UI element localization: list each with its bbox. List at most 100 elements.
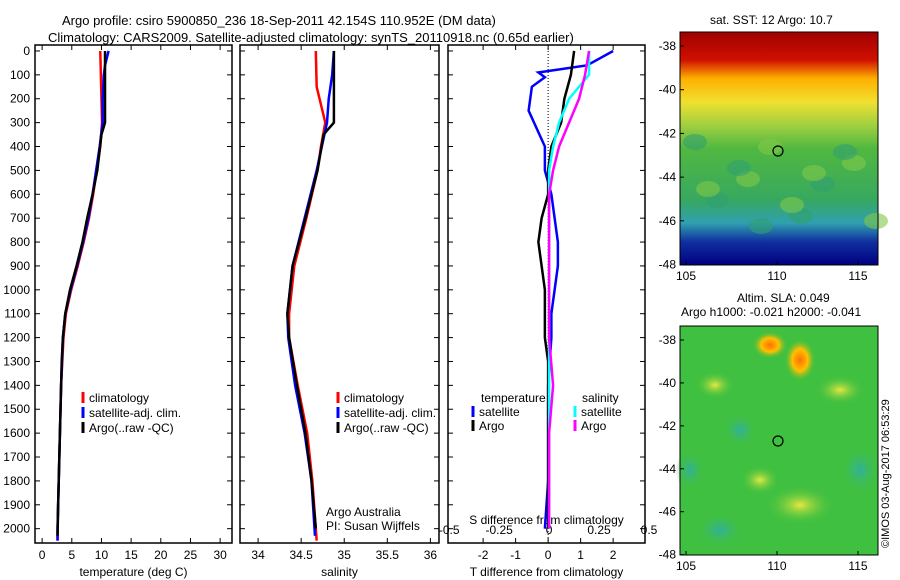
legend-title-salinity: salinity [582,391,619,405]
plot-frame [447,44,646,544]
lat-tick-label: -42 [659,419,677,433]
argo-float-marker [772,435,784,447]
x-axis-label: salinity [321,565,358,579]
x-tick-label: -1 [510,548,521,562]
legend-label: satellite [479,405,520,419]
sla-map-title-1: Altim. SLA: 0.049 [737,291,830,305]
y-tick-label: 1000 [3,283,30,297]
x-tick-label: 34 [251,548,265,562]
legend-label: Argo(..raw -QC) [344,421,429,435]
y-tick-label: 200 [10,92,30,106]
sst-patch [749,218,773,234]
x-tick-label: 30 [213,548,227,562]
y-tick-label: 900 [10,259,30,273]
sst-patch [758,139,782,155]
y-tick-label: 1600 [3,426,30,440]
annotation: Argo Australia [326,505,401,519]
lon-tick-label: 110 [767,559,786,573]
sst-patch [802,165,826,181]
sst-patch [683,134,707,150]
sst-patch [780,197,804,213]
lat-tick-label: -46 [659,505,677,519]
sla-anomaly [740,465,780,495]
sla-anomaly [840,445,880,495]
y-tick-label: 1500 [3,402,30,416]
sst-map-title: sat. SST: 12 Argo: 10.7 [710,13,833,27]
x-tick-label: 35 [338,548,352,562]
y-tick-label: 600 [10,187,30,201]
annotation: PI: Susan Wijffels [326,519,420,533]
y-tick-label: 1200 [3,331,30,345]
x-tick-label: -2 [478,548,489,562]
y-tick-label: 1400 [3,378,30,392]
plot-frame [34,44,233,544]
x-tick-label: 36 [424,548,438,562]
lat-tick-label: -48 [659,548,677,562]
legend-label: Argo [581,419,607,433]
series-line-climatology [287,50,327,541]
s-tick-label: 0.25 [587,523,611,537]
lat-tick-label: -44 [659,170,677,184]
y-tick-label: 0 [23,44,30,58]
x-tick-label: 5 [68,548,75,562]
panel-3: -2 -1 0 1 2 T difference from climatology -0.5… [439,44,658,579]
argo-float-marker [772,145,784,157]
lat-tick-label: -42 [659,126,677,140]
legend-label: Argo(..raw -QC) [89,421,174,435]
y-tick-label: 1700 [3,450,30,464]
sst-patch [864,213,888,229]
legend-label: climatology [344,391,404,405]
sla-anomaly [765,485,835,525]
lat-tick-label: -44 [659,462,677,476]
sla-anomaly [695,371,735,399]
sla-anomaly [784,338,816,382]
legend-title-temperature: temperature [481,391,546,405]
x-tick-label: 0 [39,548,46,562]
x-tick-label: 25 [184,548,198,562]
panel-1: 0 5 10 15 20 25 30 temperature (deg C) 0 100 200 30… [3,44,233,579]
lon-tick-label: 115 [848,269,867,283]
sla-anomaly [722,412,758,448]
lon-tick-label: 110 [767,269,786,283]
x-tick-label: 0 [545,548,552,562]
y-tick-label: 500 [10,163,30,177]
y-tick-label: 300 [10,116,30,130]
sla-anomaly [695,512,745,548]
legend-label: satellite-adj. clim. [89,406,181,420]
y-tick-label: 400 [10,140,30,154]
y-tick-label: 2000 [3,522,30,536]
title-line-1: Argo profile: csiro 5900850_236 18-Sep-2… [62,13,496,28]
y-tick-label: 100 [10,68,30,82]
x-tick-label: 20 [154,548,168,562]
sla-map-title-2: Argo h1000: -0.021 h2000: -0.041 [681,305,862,319]
y-tick-label: 700 [10,211,30,225]
lat-tick-label: -38 [659,333,677,347]
x-tick-label: 34.5 [289,548,313,562]
sst-patch [833,144,857,160]
lat-tick-label: -48 [659,258,677,272]
series-line-s-argo [547,50,591,529]
x-axis-label: temperature (deg C) [79,565,187,579]
panel-2: 34 34.5 35 35.5 36 salinity climatologysatelli… [239,44,440,579]
sla-anomaly [752,331,788,359]
y-tick-label: 1300 [3,354,30,368]
legend-label: Argo [479,419,505,433]
lon-tick-label: 105 [676,559,696,573]
imos-watermark: ©IMOS 03-Aug-2017 06:53:29 [880,399,892,548]
lat-tick-label: -40 [659,83,677,97]
sst-patch [727,160,751,176]
series-line-argo-raw-qc- [286,50,336,529]
x-tick-label: 2 [610,548,617,562]
map-frame [679,31,879,266]
y-tick-label: 1800 [3,474,30,488]
legend-label: satellite-adj. clim. [344,406,436,420]
lat-tick-label: -40 [659,376,677,390]
x-axis-label: T difference from climatology [470,565,624,579]
y-tick-label: 1900 [3,498,30,512]
x-tick-label: 10 [95,548,109,562]
lon-tick-label: 115 [848,559,867,573]
series-line-climatology [56,50,104,541]
